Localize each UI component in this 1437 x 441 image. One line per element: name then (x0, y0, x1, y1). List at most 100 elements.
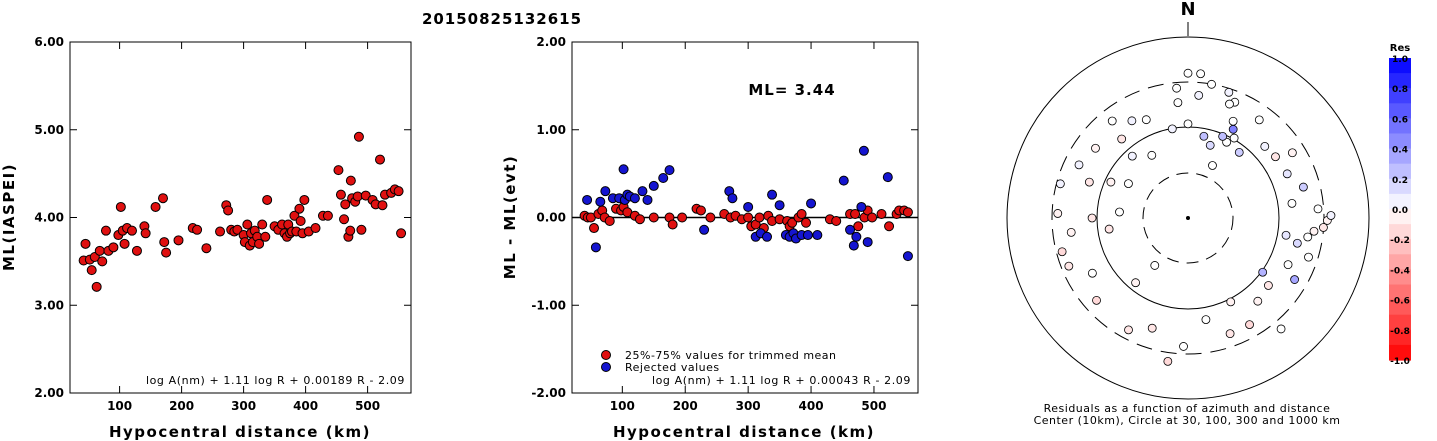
data-point (629, 193, 640, 204)
colorbar-tick-label: -0.6 (1390, 297, 1410, 307)
legend: 25%-75% values for trimmed mean Rejected… (601, 349, 836, 374)
station-marker (1245, 320, 1254, 329)
station-marker (1319, 223, 1328, 232)
colorbar-cell (1389, 118, 1411, 135)
data-point (806, 198, 817, 209)
station-marker (1194, 90, 1204, 100)
station-marker (1141, 115, 1151, 125)
legend-marker-rejected (601, 362, 611, 372)
colorbar-tick-label: -0.4 (1390, 266, 1410, 276)
x-tick-label: 300 (736, 399, 761, 413)
data-point (353, 131, 364, 142)
colorbar-tick-label: 0.4 (1392, 146, 1408, 156)
data-point (80, 238, 91, 249)
data-point (853, 221, 864, 232)
data-point (802, 230, 813, 241)
station-marker (1167, 124, 1177, 134)
data-point (340, 199, 351, 210)
station-markers (1053, 68, 1336, 366)
data-point (658, 173, 669, 184)
data-point (787, 217, 798, 228)
data-point (257, 219, 268, 230)
axis-ticks: 100 200 300 400 500 2.00 3.00 4.00 5.00 6.00 (34, 35, 411, 413)
station-marker (1199, 131, 1209, 141)
caption-line-2: Center (10km), Circle at 30, 100, 300 an… (1034, 414, 1341, 427)
colorbar-title: Res (1390, 43, 1410, 54)
data-point (595, 196, 606, 207)
data-point (86, 265, 97, 276)
station-marker (1150, 261, 1160, 270)
y-tick-label: 2.00 (34, 386, 64, 400)
data-point (801, 217, 812, 228)
data-point (664, 165, 675, 176)
data-point (140, 228, 151, 239)
x-tick-label: 300 (231, 399, 256, 413)
colorbar-cell (1389, 314, 1411, 331)
data-point (119, 238, 130, 249)
colorbar-cell (1389, 254, 1411, 270)
station-marker (1309, 226, 1319, 236)
station-marker (1057, 247, 1067, 257)
data-point (845, 224, 856, 235)
station-marker (1092, 295, 1101, 305)
station-marker (1183, 68, 1193, 78)
colorbar-cell (1389, 269, 1411, 286)
station-marker (1258, 267, 1268, 277)
x-tick-label: 200 (169, 399, 194, 413)
station-marker (1281, 230, 1291, 240)
station-marker (1287, 148, 1297, 158)
station-marker (1117, 134, 1127, 144)
station-marker (1254, 115, 1264, 125)
magnitude-vs-distance-panel: 100 200 300 400 500 2.00 3.00 4.00 5.00 6.00 ML(I… (0, 35, 412, 441)
x-axis-label: Hypocentral distance (km) (109, 423, 371, 441)
data-point (648, 180, 659, 191)
station-marker (1290, 275, 1299, 284)
azimuth-distance-panel: N Residuals as a function of azimuth and… (1006, 0, 1370, 427)
data-point (91, 281, 102, 292)
data-point (858, 145, 869, 156)
colorbar-cell (1389, 299, 1411, 316)
station-marker (1173, 98, 1183, 108)
data-point (589, 223, 600, 234)
station-marker (1104, 224, 1114, 234)
data-point (812, 230, 823, 241)
colorbar-tick-label: 1.0 (1392, 55, 1408, 65)
data-point (115, 201, 126, 212)
data-point (600, 186, 611, 197)
colorbar-tick-label: -1.0 (1390, 357, 1410, 367)
data-point (242, 219, 253, 230)
north-label: N (1180, 0, 1195, 20)
data-point (699, 224, 710, 235)
station-marker (1124, 325, 1133, 335)
station-marker (1271, 152, 1280, 162)
data-point (642, 194, 653, 205)
y-tick-label: 5.00 (34, 123, 64, 137)
station-marker (1196, 69, 1206, 79)
y-tick-label: 1.00 (536, 123, 566, 137)
colorbar-cell (1389, 58, 1411, 74)
data-point (850, 208, 861, 219)
caption-line-1: Residuals as a function of azimuth and d… (1044, 402, 1331, 415)
data-point (590, 242, 601, 253)
data-point (100, 225, 111, 236)
station-marker (1313, 204, 1323, 214)
station-marker (1303, 232, 1313, 242)
residual-colorbar: Res 1.0 0.8 0.6 0.4 0.2 0.0 -0.2 -0.4 -0.6 -0.8 -1… (1389, 43, 1411, 367)
data-point (851, 231, 862, 242)
station-marker (1179, 342, 1188, 351)
y-tick-label: 3.00 (34, 298, 64, 312)
data-point (902, 251, 913, 262)
station-marker (1229, 133, 1239, 143)
x-tick-label: 500 (355, 399, 380, 413)
station-marker (1124, 179, 1133, 189)
axis-ticks: 100 200 300 400 500 -2.00 -1.00 0.00 1.00 2.00 (531, 35, 918, 413)
circle-1000km (1006, 36, 1370, 400)
data-point (582, 194, 593, 205)
data-point (339, 214, 350, 225)
data-point (159, 237, 170, 248)
data-point (262, 194, 273, 205)
station-marker (1276, 324, 1286, 334)
colorbar-cell (1389, 284, 1411, 301)
station-marker (1087, 213, 1097, 223)
